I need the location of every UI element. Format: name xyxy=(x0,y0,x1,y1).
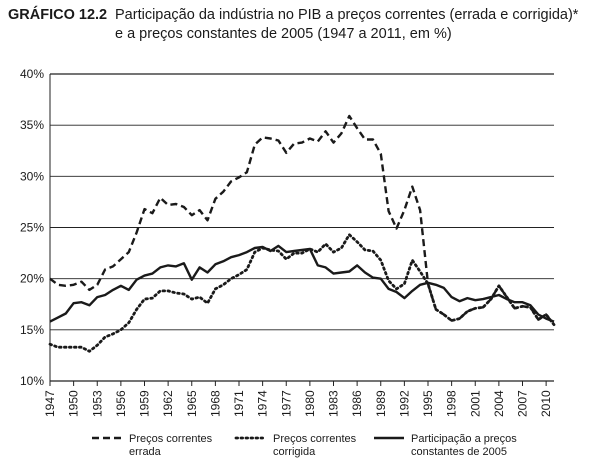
x-tick-label: 1989 xyxy=(374,390,388,417)
x-tick-label: 1953 xyxy=(90,390,104,417)
y-tick-label: 10% xyxy=(20,374,44,388)
legend-label-line-2: corrigida xyxy=(273,446,316,458)
x-tick-label: 2004 xyxy=(492,390,506,417)
y-tick-label: 25% xyxy=(20,221,44,235)
x-tick-label: 1956 xyxy=(114,390,128,417)
x-tick-label: 1971 xyxy=(232,390,246,417)
title-line-1: Participação da indústria no PIB a preço… xyxy=(115,7,579,23)
y-tick-label: 35% xyxy=(20,118,44,132)
x-tick-label: 2007 xyxy=(516,390,530,417)
x-tick-label: 1977 xyxy=(279,390,293,417)
x-tick-label: 1968 xyxy=(208,390,222,417)
series-line-dotted xyxy=(48,233,556,353)
y-tick-label: 30% xyxy=(20,169,44,183)
x-tick-label: 1983 xyxy=(327,390,341,417)
legend-label: Preços correntes xyxy=(273,433,357,445)
y-tick-label: 20% xyxy=(20,272,44,286)
series-line-dashed xyxy=(49,114,555,326)
title-line-2: e a preços constantes de 2005 (1947 a 20… xyxy=(115,26,452,42)
x-tick-label: 1950 xyxy=(67,390,81,417)
gridlines xyxy=(49,73,554,382)
legend-label: Preços correntes xyxy=(129,433,213,445)
y-tick-label: 15% xyxy=(20,323,44,337)
legend-label: Participação a preços xyxy=(411,433,517,445)
y-axis-ticks: 10% 15% 20% 25% 30% 35% 40% xyxy=(20,67,44,388)
x-axis-ticks: 1947 1950 1953 1956 1959 1962 1965 1968 1971 1974… xyxy=(43,381,553,417)
x-tick-label: 1962 xyxy=(161,390,175,417)
series-line-solid xyxy=(49,244,555,323)
x-tick-label: 1995 xyxy=(421,390,435,417)
x-tick-label: 2001 xyxy=(468,390,482,417)
chart-title: GRÁFICO 12.2 Participação da indústria no… xyxy=(8,6,598,44)
figure-label: GRÁFICO 12.2 xyxy=(8,7,108,23)
x-tick-label: 2010 xyxy=(539,390,553,417)
x-tick-label: 1992 xyxy=(397,390,411,417)
x-tick-label: 1980 xyxy=(303,390,317,417)
x-tick-label: 1959 xyxy=(138,390,152,417)
x-tick-label: 1974 xyxy=(256,390,270,417)
legend-label-line-2: errada xyxy=(129,446,162,458)
y-tick-label: 40% xyxy=(20,67,44,81)
x-tick-label: 1998 xyxy=(445,390,459,417)
legend-label-line-2: constantes de 2005 xyxy=(411,446,507,458)
series-lines xyxy=(48,114,556,353)
x-tick-label: 1947 xyxy=(43,390,57,417)
x-tick-label: 1986 xyxy=(350,390,364,417)
x-tick-label: 1965 xyxy=(185,390,199,417)
